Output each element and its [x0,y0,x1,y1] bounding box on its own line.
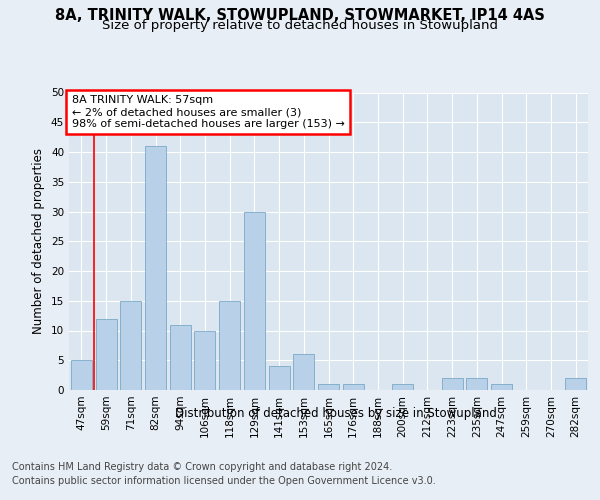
Bar [120,300,141,390]
Text: Contains HM Land Registry data © Crown copyright and database right 2024.: Contains HM Land Registry data © Crown c… [12,462,392,472]
Bar [269,366,290,390]
Bar [194,330,215,390]
Text: Contains public sector information licensed under the Open Government Licence v3: Contains public sector information licen… [12,476,436,486]
Bar [466,378,487,390]
Bar [565,378,586,390]
Bar [170,324,191,390]
Bar [145,146,166,390]
Bar [293,354,314,390]
Text: Distribution of detached houses by size in Stowupland: Distribution of detached houses by size … [175,408,497,420]
Text: 8A, TRINITY WALK, STOWUPLAND, STOWMARKET, IP14 4AS: 8A, TRINITY WALK, STOWUPLAND, STOWMARKET… [55,8,545,22]
Bar [442,378,463,390]
Bar [244,212,265,390]
Bar [318,384,339,390]
Bar [491,384,512,390]
Text: Size of property relative to detached houses in Stowupland: Size of property relative to detached ho… [102,19,498,32]
Bar [219,300,240,390]
Bar [71,360,92,390]
Bar [392,384,413,390]
Y-axis label: Number of detached properties: Number of detached properties [32,148,46,334]
Bar [343,384,364,390]
Text: 8A TRINITY WALK: 57sqm
← 2% of detached houses are smaller (3)
98% of semi-detac: 8A TRINITY WALK: 57sqm ← 2% of detached … [71,96,344,128]
Bar [95,318,116,390]
